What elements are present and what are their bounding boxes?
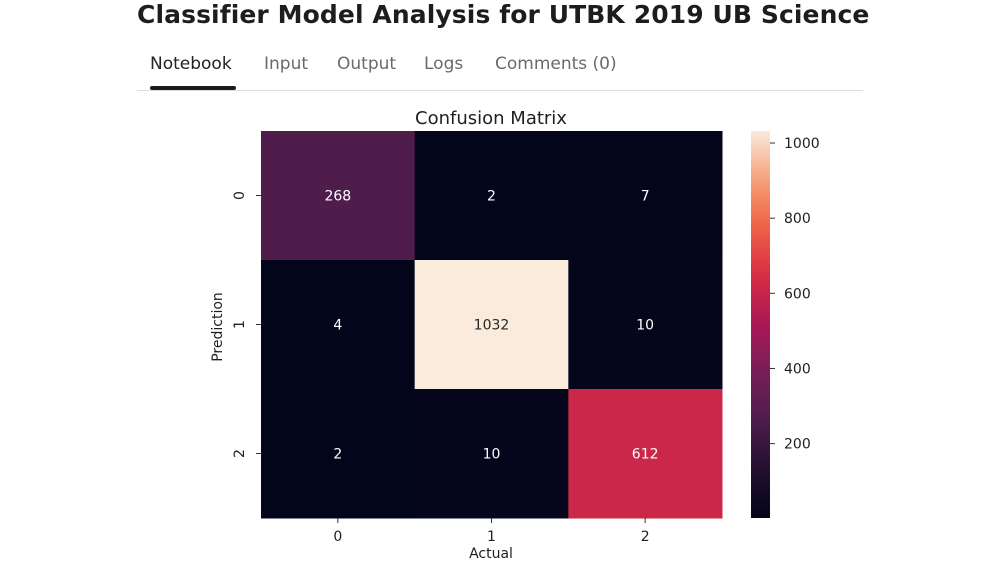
colorbar (751, 131, 770, 518)
heatmap-cell-1-2 (568, 260, 723, 390)
cell-value-label: 1032 (474, 318, 510, 334)
cell-value-label: 612 (632, 447, 659, 463)
heatmap-cell-2-1 (414, 389, 569, 519)
heatmap-cell-0-1 (414, 131, 569, 261)
tab-output[interactable]: Output (337, 54, 397, 74)
cell-value-label: 10 (636, 318, 654, 334)
cell-value-label: 4 (333, 318, 342, 334)
cell-value-label: 268 (324, 189, 351, 205)
y-tick-label: 1 (232, 320, 248, 329)
tab-comments[interactable]: Comments (0) (495, 54, 617, 74)
tab-notebook[interactable]: Notebook (150, 54, 232, 74)
cell-value-label: 2 (487, 189, 496, 205)
colorbar-tick-label: 400 (784, 361, 811, 377)
heatmap-cell-2-2 (568, 389, 723, 519)
colorbar-tick-label: 800 (784, 211, 811, 227)
colorbar-tick-label: 600 (784, 286, 811, 302)
colorbar-tick-label: 200 (784, 437, 811, 453)
y-tick-label: 2 (232, 449, 248, 458)
heatmap-cell-0-2 (568, 131, 723, 261)
tab-bar: Notebook Input Output Logs Comments (0) (137, 50, 863, 91)
heatmap-cell-0-0 (261, 131, 416, 261)
chart-title: Confusion Matrix (415, 108, 567, 129)
x-tick-label: 0 (333, 529, 342, 545)
heatmap-cell-1-0 (261, 260, 416, 390)
x-tick-label: 2 (641, 529, 650, 545)
cell-value-label: 10 (483, 447, 501, 463)
heatmap-cell-1-1 (414, 260, 569, 390)
cell-value-label: 2 (333, 447, 342, 463)
cell-value-label: 7 (641, 189, 650, 205)
y-tick-label: 0 (232, 191, 248, 200)
x-axis-label: Actual (469, 546, 513, 562)
heatmap-cell-2-0 (261, 389, 416, 519)
y-axis-label: Prediction (210, 292, 226, 362)
tab-input[interactable]: Input (264, 54, 309, 74)
colorbar-tick-label: 1000 (784, 136, 820, 152)
active-tab-indicator (150, 86, 236, 90)
tab-logs[interactable]: Logs (424, 54, 464, 74)
page-title: Classifier Model Analysis for UTBK 2019 … (137, 0, 870, 29)
x-tick-label: 1 (487, 529, 496, 545)
